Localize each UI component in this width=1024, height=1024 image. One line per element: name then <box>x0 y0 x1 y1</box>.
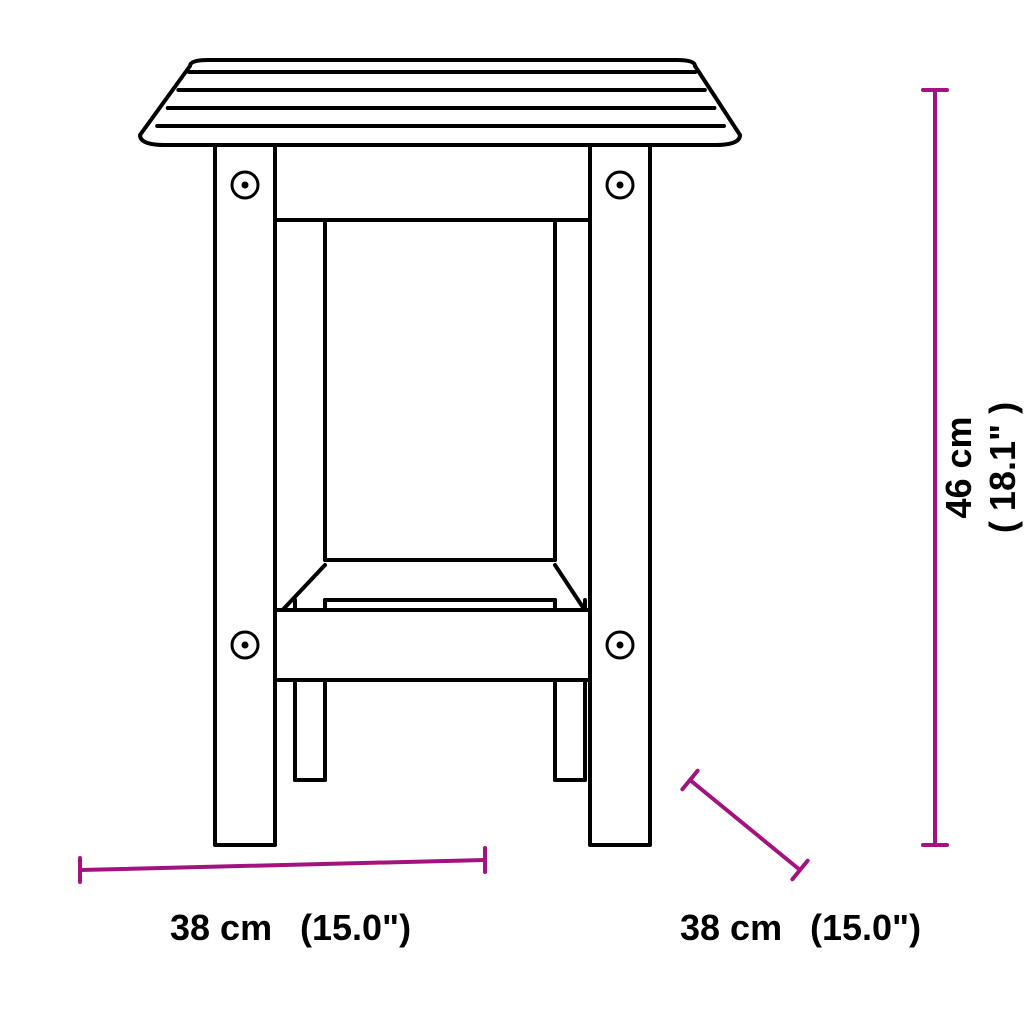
screw-icon <box>232 632 258 658</box>
svg-text:( 18.1" ): ( 18.1" ) <box>982 402 1023 533</box>
dimension-diagram: 46 cm( 18.1" ) 38 cm (15.0") 38 cm (15.0") <box>0 0 1024 1024</box>
dim-line-depth <box>690 780 800 870</box>
dim-label-width-metric: 38 cm <box>170 907 272 948</box>
screw-icon <box>607 172 633 198</box>
svg-text:46 cm: 46 cm <box>938 416 979 518</box>
dim-label-depth-metric: 38 cm <box>680 907 782 948</box>
dim-label-height: 46 cm( 18.1" ) <box>938 402 1023 533</box>
screw-icon <box>232 172 258 198</box>
dim-label-depth-imperial: (15.0") <box>810 907 921 948</box>
dim-line-width <box>80 860 485 870</box>
dim-label-width-imperial: (15.0") <box>300 907 411 948</box>
screw-icon <box>607 632 633 658</box>
